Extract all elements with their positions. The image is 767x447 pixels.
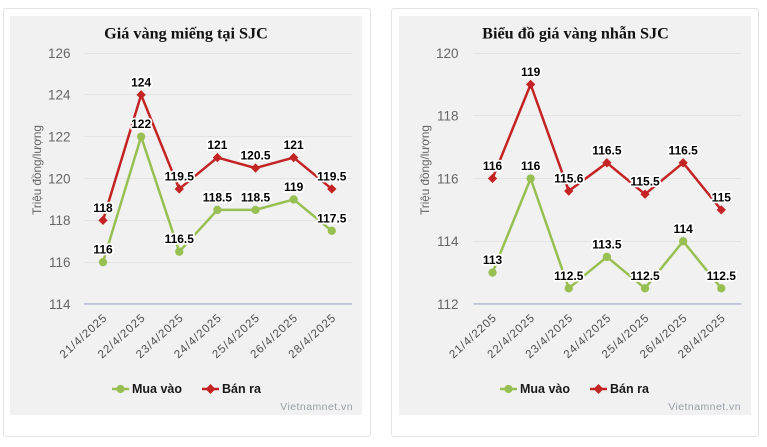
svg-text:112: 112 bbox=[437, 297, 459, 312]
svg-text:126: 126 bbox=[48, 46, 71, 61]
svg-text:122: 122 bbox=[48, 129, 71, 144]
svg-text:121: 121 bbox=[207, 138, 227, 152]
svg-text:118: 118 bbox=[437, 109, 459, 124]
svg-text:116.5: 116.5 bbox=[592, 143, 622, 157]
svg-text:Mua vào: Mua vào bbox=[520, 382, 570, 396]
svg-text:115.6: 115.6 bbox=[554, 172, 584, 186]
svg-text:118: 118 bbox=[93, 201, 113, 215]
svg-text:124: 124 bbox=[48, 88, 71, 103]
svg-text:115.5: 115.5 bbox=[630, 175, 660, 189]
svg-text:113.5: 113.5 bbox=[592, 237, 622, 251]
svg-text:120: 120 bbox=[48, 171, 71, 186]
svg-text:116.5: 116.5 bbox=[668, 143, 698, 157]
svg-text:116: 116 bbox=[93, 243, 113, 257]
svg-text:118.5: 118.5 bbox=[203, 190, 233, 204]
svg-text:Mua vào: Mua vào bbox=[132, 382, 182, 396]
svg-text:116: 116 bbox=[521, 159, 541, 173]
svg-text:112.5: 112.5 bbox=[630, 269, 660, 283]
svg-text:Bán ra: Bán ra bbox=[610, 382, 650, 396]
svg-text:120: 120 bbox=[436, 46, 459, 61]
svg-text:116.5: 116.5 bbox=[165, 232, 195, 246]
svg-text:114: 114 bbox=[49, 297, 71, 312]
svg-text:121: 121 bbox=[284, 138, 304, 152]
svg-text:112.5: 112.5 bbox=[707, 269, 737, 283]
svg-text:124: 124 bbox=[131, 75, 151, 89]
svg-text:Bán ra: Bán ra bbox=[222, 382, 262, 396]
svg-text:118: 118 bbox=[49, 213, 71, 228]
svg-text:Vietnamnet.vn: Vietnamnet.vn bbox=[280, 401, 353, 413]
svg-text:122: 122 bbox=[131, 117, 151, 131]
svg-text:112.5: 112.5 bbox=[554, 269, 584, 283]
svg-text:120.5: 120.5 bbox=[241, 149, 271, 163]
svg-text:113: 113 bbox=[483, 253, 503, 267]
svg-text:Biểu đồ giá vàng nhẫn SJC: Biểu đồ giá vàng nhẫn SJC bbox=[482, 25, 669, 43]
svg-text:Triệu đồng/lượng: Triệu đồng/lượng bbox=[31, 125, 44, 215]
svg-text:116: 116 bbox=[437, 171, 459, 186]
svg-text:Vietnamnet.vn: Vietnamnet.vn bbox=[668, 401, 741, 413]
svg-text:119.5: 119.5 bbox=[317, 169, 347, 183]
svg-text:Giá vàng miếng tại SJC: Giá vàng miếng tại SJC bbox=[104, 25, 268, 43]
svg-text:114: 114 bbox=[673, 222, 693, 236]
svg-text:116: 116 bbox=[49, 255, 71, 270]
svg-text:116: 116 bbox=[483, 159, 503, 173]
svg-text:114: 114 bbox=[437, 234, 459, 249]
svg-text:119: 119 bbox=[284, 180, 304, 194]
svg-text:115: 115 bbox=[712, 190, 732, 204]
svg-text:Triệu đồng/lượng: Triệu đồng/lượng bbox=[419, 125, 432, 215]
svg-text:119: 119 bbox=[521, 65, 541, 79]
svg-text:117.5: 117.5 bbox=[317, 211, 347, 225]
svg-text:118.5: 118.5 bbox=[241, 190, 271, 204]
svg-text:119.5: 119.5 bbox=[165, 169, 195, 183]
